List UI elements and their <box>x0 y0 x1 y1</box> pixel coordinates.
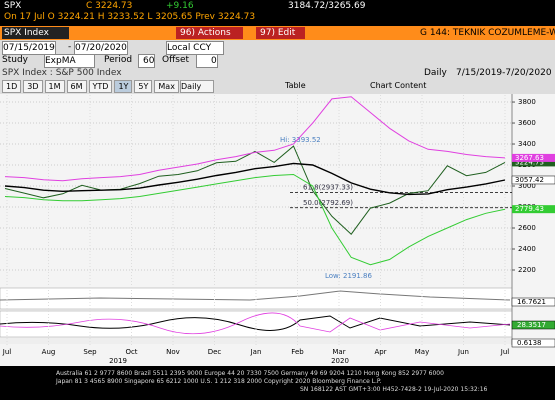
y-tick-label: 3600 <box>518 119 536 127</box>
x-tick-label: Sep <box>83 348 97 356</box>
footer-line: Japan 81 3 4565 8900 Singapore 65 6212 1… <box>56 378 382 385</box>
last-value-box <box>512 158 555 167</box>
quote: On 17 Jul O 3224.21 H 3233.52 L 3205.65 … <box>4 12 256 22</box>
page-title: G 144: TEKNIK COZUMLEME-W1 <box>420 28 555 38</box>
edit-button[interactable]: 97) Edit <box>256 27 306 39</box>
y-tick-label: 3000 <box>518 182 536 190</box>
last-value-box <box>512 205 555 214</box>
fib-label: 61.8(2937.33) <box>303 184 353 192</box>
x-tick-label: May <box>415 348 429 356</box>
low-label: Low: 2191.86 <box>325 272 372 280</box>
oscillator-signal <box>0 312 511 335</box>
range-tab[interactable]: 1Y <box>114 80 133 93</box>
x-tick-label: Nov <box>166 348 180 356</box>
tab-bar: 1D 3D 1M 6M YTD 1Y 5Y Max <box>2 80 179 93</box>
range-tab[interactable]: 5Y <box>134 80 153 93</box>
series-line <box>4 96 506 182</box>
date-span: 7/15/2019-7/20/2020 <box>456 68 552 78</box>
year-label: 2020 <box>331 357 349 365</box>
range-tab[interactable]: 3D <box>23 80 43 93</box>
panel-value-box <box>511 320 555 330</box>
range-tab[interactable]: YTD <box>88 80 113 93</box>
study-name[interactable]: ExpMA <box>44 54 95 68</box>
panel-value-label: 28.3517 <box>517 321 546 329</box>
x-tick-label: Jul <box>500 348 510 356</box>
range-tab[interactable]: Max <box>154 80 179 93</box>
x-tick-label: Jan <box>250 348 262 356</box>
y-tick-label: 2400 <box>518 245 536 253</box>
high-label: Hi: 3393.52 <box>280 136 321 144</box>
x-tick-label: Aug <box>42 348 56 356</box>
currency[interactable]: Local CCY <box>166 41 225 55</box>
last-value-label: 3224.73 <box>515 158 544 166</box>
last-value-box <box>511 175 555 185</box>
x-tick-label: Mar <box>332 348 345 356</box>
last-price: C 3224.73 <box>86 1 133 11</box>
x-tick-label: Apr <box>374 348 386 356</box>
x-tick-label: Jun <box>457 348 469 356</box>
y-tick-label: 3400 <box>518 140 536 148</box>
security-field[interactable]: SPX Index <box>2 27 69 39</box>
security-name: SPX Index : S&P 500 Index <box>2 68 122 78</box>
last-value-label: 3267.63 <box>515 154 544 162</box>
offset[interactable]: 0 <box>196 54 218 68</box>
frequency-select[interactable]: Daily <box>180 80 215 93</box>
y-tick-label: 2200 <box>518 266 536 274</box>
period[interactable]: 60 <box>138 54 156 68</box>
study-label: Study <box>2 55 28 65</box>
last-value-label: 2779.43 <box>515 205 544 213</box>
end-date[interactable]: 07/20/2020 <box>74 41 128 55</box>
panel-value-label: 16.7621 <box>517 298 546 306</box>
frequency: Daily <box>424 68 447 78</box>
actions-button[interactable]: 96) Actions <box>176 27 243 39</box>
change: +9.16 <box>166 1 194 11</box>
x-tick-label: Dec <box>208 348 222 356</box>
y-tick-label: 3800 <box>518 98 536 106</box>
chart-content-button[interactable]: Chart Content <box>370 81 427 90</box>
y-tick-label: 2600 <box>518 224 536 232</box>
start-date[interactable]: 07/15/2019 <box>2 41 56 55</box>
table-button[interactable]: Table <box>285 81 306 90</box>
separator: - <box>68 42 72 52</box>
series-line <box>4 173 506 266</box>
bid-ask: 3184.72/3265.69 <box>288 1 366 11</box>
year-label: 2019 <box>109 357 127 365</box>
panel-value-box <box>511 338 555 348</box>
series-line <box>4 162 506 196</box>
footer: Australia 61 2 9777 8600 Brazil 5511 239… <box>0 366 555 400</box>
offset-label: Offset <box>162 55 190 65</box>
x-tick-label: Feb <box>291 348 304 356</box>
range-tab[interactable]: 1D <box>2 80 22 93</box>
period-label: Period <box>104 55 133 65</box>
range-tab[interactable]: 6M <box>66 80 87 93</box>
range-tab[interactable]: 1M <box>44 80 65 93</box>
last-value-label: 3057.42 <box>515 176 544 184</box>
x-tick-label: Jul <box>2 348 12 356</box>
panel-value-box <box>511 297 555 307</box>
last-value-box <box>512 153 555 162</box>
x-tick-label: Oct <box>125 348 137 356</box>
footer-line: SN 168122 AST GMT+3:00 H452-7428-2 19-Ju… <box>300 386 488 393</box>
chart: 220024002600280030003200340036003800JulA… <box>0 94 555 366</box>
series-line <box>4 145 506 235</box>
ticker: SPX <box>4 1 22 11</box>
panel-value-label: 0.6138 <box>517 339 542 347</box>
fib-label: 50.0(2792.69) <box>303 199 353 207</box>
footer-line: Australia 61 2 9777 8600 Brazil 5511 239… <box>56 370 444 377</box>
